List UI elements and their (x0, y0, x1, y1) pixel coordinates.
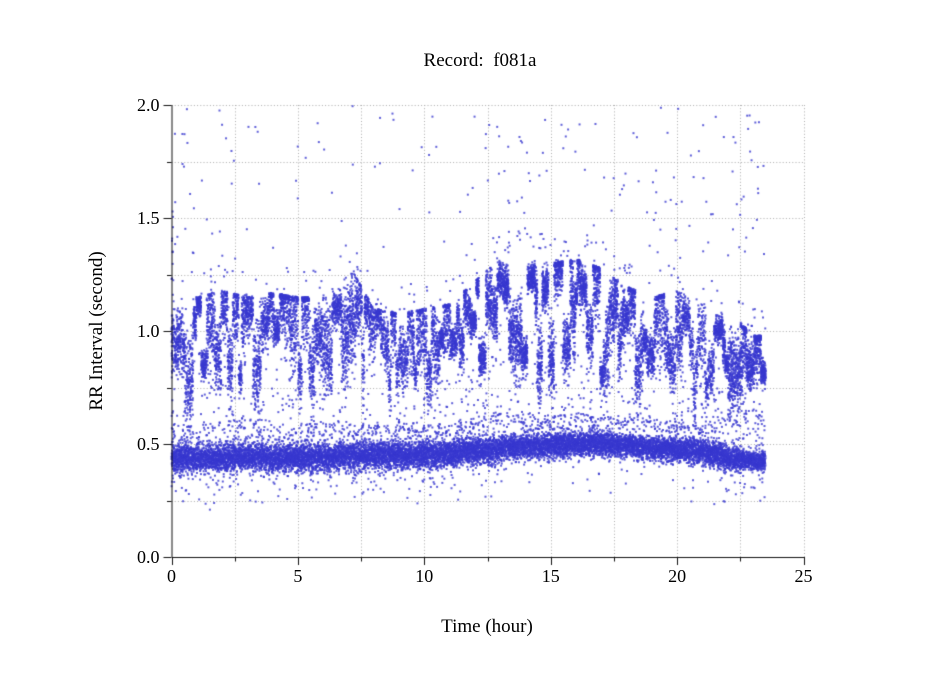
y-tick-label: 0.5 (137, 434, 160, 454)
x-tick-label: 10 (415, 566, 434, 586)
x-tick-label: 20 (668, 566, 687, 586)
y-tick-label: 2.0 (137, 95, 160, 115)
x-tick-label: 15 (541, 566, 560, 586)
y-tick-label: 1.5 (137, 208, 160, 228)
y-tick-label: 1.0 (137, 321, 160, 341)
y-tick-label: 0.0 (137, 547, 160, 567)
x-axis-label: Time (hour) (441, 616, 533, 637)
chart-title: Record: f081a (423, 50, 537, 71)
x-tick-label: 25 (794, 566, 813, 586)
x-tick-label: 0 (167, 566, 176, 586)
x-tick-label: 5 (293, 566, 303, 586)
